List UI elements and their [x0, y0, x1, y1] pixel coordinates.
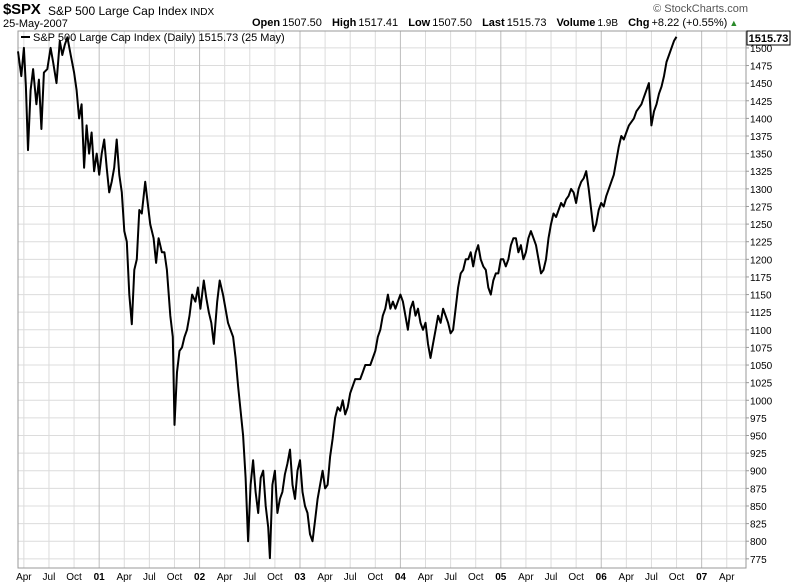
y-tick-label: 925: [750, 449, 767, 460]
y-tick-label: 1025: [750, 379, 773, 390]
y-tick-label: 950: [750, 432, 767, 443]
y-tick-label: 1400: [750, 114, 773, 125]
instrument-name: S&P 500 Large Cap Index INDX: [48, 4, 214, 18]
x-tick-label: Oct: [267, 572, 283, 583]
exchange-label: INDX: [190, 7, 215, 18]
x-tick-label: Apr: [116, 572, 132, 583]
last-value-box: [746, 30, 791, 46]
x-tick-label: Apr: [719, 572, 735, 583]
y-tick-label: 900: [750, 467, 767, 478]
instrument-name-text: S&P 500 Large Cap Index: [48, 4, 188, 18]
volume-label: Volume: [556, 17, 596, 29]
x-tick-label: Oct: [368, 572, 384, 583]
x-tick-label: Jul: [143, 572, 156, 583]
y-tick-label: 1050: [750, 361, 773, 372]
last-value-marker: 1515.73: [746, 30, 791, 46]
y-tick-label: 1125: [750, 308, 772, 319]
y-axis: 775 800 825 850 875 900 925 950 975 1000 1025 1050 1…: [746, 44, 773, 566]
y-tick-label: 1250: [750, 220, 773, 231]
x-tick-label: 05: [495, 572, 507, 583]
x-tick-label: 04: [395, 572, 407, 583]
x-tick-label: 07: [696, 572, 708, 583]
y-tick-label: 875: [750, 484, 767, 495]
volume-value: 1.9B: [597, 18, 619, 29]
stockcharts-logo[interactable]: © StockCharts.com: [653, 3, 748, 15]
x-tick-label: Apr: [16, 572, 32, 583]
x-tick-label: 01: [94, 572, 106, 583]
x-tick-label: Oct: [568, 572, 584, 583]
y-tick-label: 1200: [750, 255, 773, 266]
y-tick-label: 1275: [750, 202, 773, 213]
y-tick-label: 1300: [750, 185, 773, 196]
y-tick-label: 1000: [750, 396, 773, 407]
x-tick-label: Apr: [217, 572, 233, 583]
x-tick-label: Oct: [66, 572, 82, 583]
x-tick-label: 03: [294, 572, 306, 583]
high-value: 1517.41: [358, 17, 399, 29]
x-tick-label: Oct: [167, 572, 183, 583]
y-tick-label: 1475: [750, 62, 773, 73]
x-tick-label: 06: [596, 572, 608, 583]
x-tick-label: Oct: [669, 572, 685, 583]
y-tick-label: 1225: [750, 238, 773, 249]
x-tick-label: 02: [194, 572, 206, 583]
y-tick-label: 1325: [750, 167, 773, 178]
x-tick-label: Apr: [518, 572, 534, 583]
x-axis: Apr Jul Oct 01 Apr Jul Oct 02 Apr Jul Oct 03 Apr Jul O…: [16, 572, 735, 583]
last-value: 1515.73: [506, 17, 547, 29]
x-tick-label: Apr: [619, 572, 635, 583]
legend: S&P 500 Large Cap Index (Daily) 1515.73 …: [21, 32, 285, 44]
y-tick-label: 825: [750, 520, 767, 531]
plot-frame: [17, 30, 747, 569]
x-tick-label: Jul: [444, 572, 457, 583]
y-tick-label: 1175: [750, 273, 772, 284]
up-arrow-icon: ▲: [729, 18, 739, 28]
x-tick-label: Jul: [43, 572, 56, 583]
y-tick-label: 850: [750, 502, 767, 513]
y-tick-label: 1425: [750, 97, 773, 108]
last-value-label: 1515.73: [749, 33, 789, 45]
price-line: [17, 36, 678, 560]
chart-grid: [18, 31, 746, 568]
y-tick-label: 1150: [750, 291, 772, 302]
x-tick-label: Jul: [344, 572, 357, 583]
y-tick-label: 1450: [750, 79, 773, 90]
chart-header: $SPX S&P 500 Large Cap Index INDX 25-May-…: [0, 0, 792, 32]
y-tick-label: 800: [750, 537, 767, 548]
high-label: High: [331, 17, 357, 29]
y-tick-label: 1075: [750, 343, 773, 354]
legend-text: S&P 500 Large Cap Index (Daily) 1515.73 …: [33, 32, 285, 44]
y-tick-label: 1350: [750, 150, 773, 161]
chg-value: +8.22 (+0.55%): [651, 17, 728, 29]
x-tick-label: Jul: [645, 572, 658, 583]
last-label: Last: [482, 17, 505, 29]
quote-summary: Open 1507.50 High 1517.41 Low 1507.50 Last 1…: [252, 17, 738, 29]
y-tick-label: 975: [750, 414, 767, 425]
x-tick-label: Jul: [243, 572, 256, 583]
y-tick-label: 775: [750, 555, 767, 566]
low-value: 1507.50: [432, 17, 472, 29]
x-tick-label: Jul: [545, 572, 558, 583]
x-tick-label: Oct: [468, 572, 484, 583]
open-label: Open: [252, 17, 281, 29]
quote-date: 25-May-2007: [3, 18, 68, 30]
chg-label: Chg: [628, 17, 650, 29]
x-tick-label: Apr: [317, 572, 333, 583]
x-tick-label: Apr: [418, 572, 434, 583]
y-tick-label: 1375: [750, 132, 773, 143]
y-tick-label: 1100: [750, 326, 772, 337]
ticker-symbol: $SPX: [3, 1, 41, 18]
y-tick-label: 1500: [750, 44, 773, 55]
open-value: 1507.50: [282, 17, 322, 29]
low-label: Low: [408, 17, 431, 29]
